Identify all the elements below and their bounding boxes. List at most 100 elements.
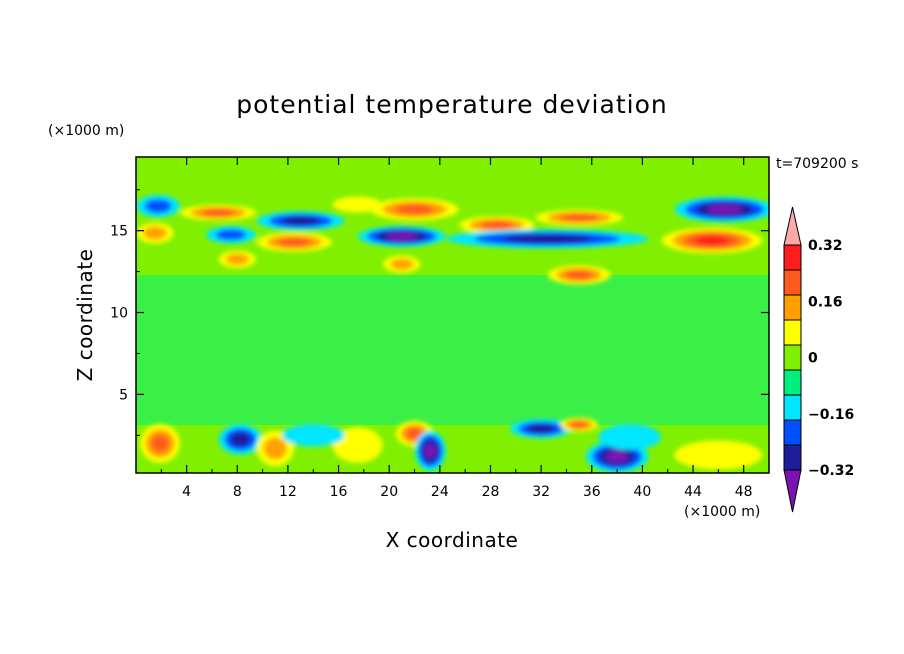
contour-fill — [281, 216, 321, 226]
colorbar-segment — [783, 269, 802, 296]
field-region — [459, 216, 535, 234]
contour-fill — [386, 232, 418, 241]
contour-fill — [424, 443, 436, 458]
field-region — [180, 204, 256, 221]
field-region — [332, 427, 383, 463]
colorbar-segment — [783, 419, 802, 446]
contour-fill — [570, 421, 588, 428]
field-region — [414, 430, 446, 472]
contour-fill — [606, 451, 628, 463]
x-tick-label: 8 — [233, 484, 242, 500]
field-region — [598, 424, 662, 450]
colorbar-segment — [783, 294, 802, 321]
y-axis-ticks: 5 10 15 — [110, 189, 769, 436]
colorbar-segment — [783, 394, 802, 421]
contour-fill — [480, 221, 514, 229]
colorbar-top-arrow — [783, 206, 802, 246]
contour-fill — [230, 432, 251, 447]
chart-title: potential temperature deviation — [236, 90, 667, 119]
colorbar: 0.32 0.16 0 −0.16 −0.32 — [783, 206, 854, 513]
plot-area — [136, 157, 769, 473]
x-axis-label: X coordinate — [386, 528, 519, 552]
midlevel-band — [136, 275, 769, 425]
field-region — [674, 440, 763, 470]
y-tick-label: 10 — [110, 306, 128, 322]
contour-fill — [502, 234, 593, 244]
x-tick-label: 4 — [182, 484, 191, 500]
plot-frame — [135, 156, 770, 474]
contour-fill — [263, 437, 287, 460]
colorbar-tick-label: 0.32 — [808, 238, 843, 254]
colorbar-tick-label: −0.32 — [808, 463, 854, 479]
contour-fill — [201, 209, 236, 217]
field-region — [509, 419, 573, 439]
x-tick-label: 20 — [380, 484, 398, 500]
field-region — [256, 211, 345, 231]
x-axis-ticks: 4 8 12 16 20 24 28 32 36 40 44 48 — [160, 157, 753, 500]
contour-fill — [565, 270, 594, 280]
field-region — [256, 232, 332, 252]
field-region — [332, 196, 383, 213]
field-region — [674, 196, 769, 223]
time-label: t=709200 s — [776, 156, 858, 172]
field-region — [218, 250, 256, 269]
contour-fill — [390, 258, 414, 270]
contour-fill — [559, 214, 599, 222]
x-tick-label: 44 — [684, 484, 702, 500]
contour-fill — [674, 440, 763, 470]
field-region — [547, 265, 611, 285]
contour-fill — [215, 229, 247, 241]
colorbar-bottom-arrow — [783, 469, 802, 513]
contour-fill — [598, 424, 662, 450]
field-region — [370, 198, 459, 221]
x-tick-label: 40 — [633, 484, 651, 500]
field-region — [661, 227, 763, 254]
y-tick-label: 15 — [110, 224, 128, 240]
x-tick-label: 28 — [482, 484, 500, 500]
colorbar-segment — [783, 344, 802, 371]
field-region — [281, 424, 345, 447]
contour-fill — [406, 428, 423, 440]
x-tick-label: 32 — [532, 484, 550, 500]
contour-fill — [332, 196, 383, 213]
contour-fill — [225, 253, 249, 265]
colorbar-tick-label: −0.16 — [808, 407, 854, 423]
field-region — [140, 424, 180, 463]
x-tick-label: 36 — [583, 484, 601, 500]
x-tick-label: 24 — [431, 484, 449, 500]
field-region — [205, 226, 256, 244]
field-regions — [136, 194, 769, 473]
contour-fill — [144, 199, 172, 214]
contour-fill — [527, 424, 556, 434]
contour-fill — [694, 236, 730, 245]
x-tick-label: 16 — [330, 484, 348, 500]
field-region — [383, 255, 421, 273]
x-tick-label: 12 — [279, 484, 297, 500]
y-axis-label: Z coordinate — [73, 249, 97, 382]
contour-fill — [332, 427, 383, 463]
colorbar-segment — [783, 319, 802, 346]
y-axis-unit: (×1000 m) — [48, 123, 124, 139]
colorbar-segment — [783, 369, 802, 396]
contour-fill — [277, 237, 311, 247]
colorbar-segment — [783, 244, 802, 271]
colorbar-tick-label: 0.16 — [808, 294, 843, 310]
contour-fill — [143, 226, 167, 240]
x-axis-unit: (×1000 m) — [684, 504, 760, 520]
contour-fill — [707, 204, 743, 214]
x-tick-label: 48 — [735, 484, 753, 500]
colorbar-tick-label: 0 — [808, 351, 818, 367]
y-tick-label: 5 — [119, 387, 128, 403]
field-region — [136, 222, 174, 244]
field-region — [357, 226, 446, 247]
field-region — [446, 229, 649, 249]
field-region — [218, 424, 263, 455]
contour-fill — [151, 434, 169, 453]
field-region — [535, 209, 624, 226]
field-region — [136, 194, 180, 218]
contour-fill — [394, 204, 435, 215]
colorbar-segment — [783, 444, 802, 471]
contour-fill — [281, 424, 345, 447]
field-region — [560, 417, 598, 432]
